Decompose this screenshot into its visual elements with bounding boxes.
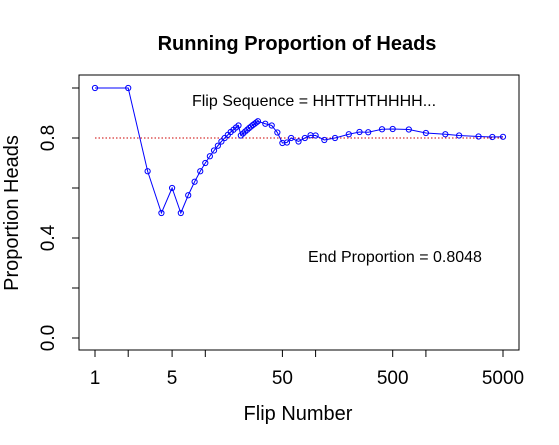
data-point bbox=[274, 129, 281, 136]
y-tick-label: 0.4 bbox=[38, 224, 59, 251]
data-point bbox=[378, 126, 386, 133]
data-point bbox=[177, 209, 184, 217]
data-point bbox=[405, 126, 412, 133]
data-point bbox=[442, 131, 449, 138]
y-tick-label: 0.0 bbox=[38, 325, 59, 351]
x-tick-label: 5000 bbox=[482, 368, 524, 389]
data-point bbox=[365, 129, 372, 136]
data-point bbox=[254, 118, 262, 125]
data-point bbox=[253, 119, 260, 126]
data-point bbox=[218, 138, 225, 145]
data-point bbox=[185, 192, 192, 199]
data-point bbox=[221, 134, 228, 142]
data-point bbox=[268, 122, 275, 129]
y-axis-label: Proportion Heads bbox=[1, 135, 23, 291]
data-point bbox=[246, 124, 253, 132]
data-point bbox=[197, 168, 204, 175]
y-axis: 0.0 0.4 0.8 bbox=[38, 87, 80, 351]
data-point bbox=[288, 134, 295, 142]
data-point bbox=[206, 153, 213, 160]
data-point bbox=[499, 133, 507, 140]
data-point bbox=[235, 122, 242, 129]
flip-sequence-label: Flip Sequence = HHTTHTHHHH... bbox=[192, 93, 436, 110]
data-point bbox=[312, 132, 319, 139]
data-point bbox=[144, 168, 151, 175]
data-point bbox=[475, 133, 482, 140]
x-tick-label: 1 bbox=[90, 368, 101, 389]
data-point bbox=[168, 184, 176, 192]
data-point bbox=[202, 159, 209, 167]
data-point bbox=[489, 133, 496, 141]
data-point bbox=[389, 125, 396, 133]
data-point bbox=[191, 178, 198, 185]
data-point bbox=[321, 136, 328, 144]
data-point bbox=[345, 131, 352, 138]
x-tick-label: 50 bbox=[272, 368, 293, 389]
series-0 bbox=[91, 84, 507, 217]
data-point bbox=[301, 134, 309, 142]
chart-title: Running Proportion of Heads bbox=[158, 33, 437, 55]
data-point bbox=[356, 128, 363, 136]
data-point bbox=[91, 84, 99, 92]
x-tick-label: 5 bbox=[167, 368, 178, 389]
data-point bbox=[331, 134, 339, 142]
data-point bbox=[244, 126, 251, 133]
x-tick-label: 500 bbox=[377, 368, 409, 389]
data-point bbox=[214, 142, 221, 149]
data-point bbox=[422, 129, 430, 137]
plot-frame bbox=[78, 74, 520, 351]
data-point bbox=[456, 132, 463, 139]
data-point bbox=[262, 120, 269, 127]
x-axis: 1 5 50 500 5000 bbox=[90, 349, 524, 389]
data-point bbox=[283, 139, 291, 146]
data-point bbox=[210, 147, 218, 154]
x-axis-label: Flip Number bbox=[244, 403, 353, 425]
y-tick-label: 0.8 bbox=[38, 125, 59, 151]
end-proportion-label: End Proportion = 0.8048 bbox=[308, 249, 482, 266]
data-point bbox=[279, 139, 286, 147]
data-point bbox=[125, 84, 132, 92]
data-point bbox=[158, 209, 165, 217]
data-point bbox=[295, 138, 302, 145]
